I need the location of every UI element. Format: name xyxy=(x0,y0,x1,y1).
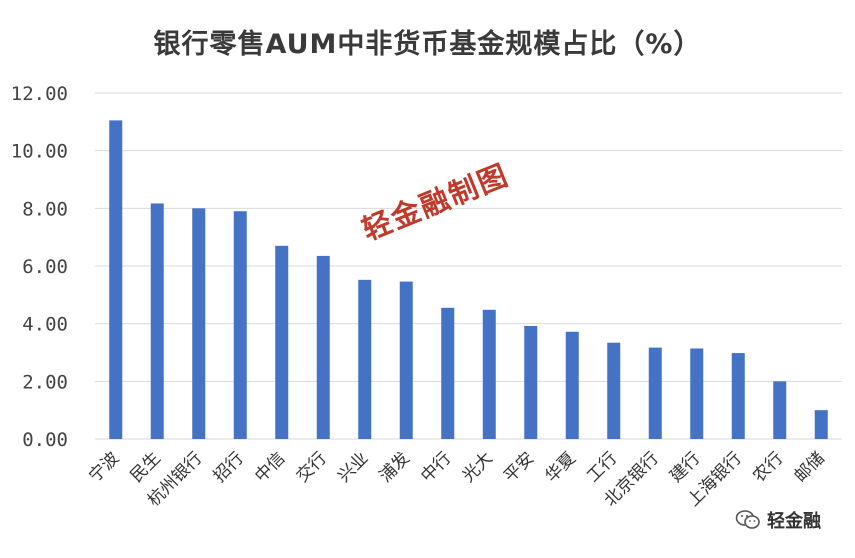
x-tick-label: 浦发 xyxy=(376,448,414,486)
x-tick-label: 宁波 xyxy=(85,448,123,486)
bar xyxy=(482,309,496,439)
grid-lines xyxy=(95,92,842,440)
bar xyxy=(565,331,579,439)
x-tick-label: 农行 xyxy=(749,448,787,486)
y-tick-label: 0.00 xyxy=(22,429,68,451)
x-tick-label: 光大 xyxy=(459,448,497,486)
bar xyxy=(399,281,413,439)
bar xyxy=(648,347,662,439)
bar xyxy=(524,325,538,439)
x-tick-label: 兴业 xyxy=(334,448,372,486)
bar xyxy=(109,120,123,440)
bar xyxy=(316,255,330,439)
bar xyxy=(690,348,704,439)
bars xyxy=(109,120,828,440)
x-tick-label: 中信 xyxy=(251,448,289,486)
bar xyxy=(275,245,289,439)
bar xyxy=(358,279,372,439)
x-tick-label: 华夏 xyxy=(542,448,580,486)
y-axis: 0.00 2.00 4.00 6.00 8.00 10.00 12.00 xyxy=(11,83,68,451)
chart-title: 银行零售AUM中非货币基金规模占比（%） xyxy=(153,29,702,60)
x-tick-label: 邮储 xyxy=(791,448,829,486)
bar xyxy=(192,208,206,439)
bar xyxy=(814,410,828,439)
y-tick-label: 2.00 xyxy=(22,371,68,393)
bar xyxy=(150,203,164,439)
x-tick-label: 中行 xyxy=(417,448,455,486)
bar xyxy=(233,211,247,439)
y-tick-label: 4.00 xyxy=(22,314,68,336)
y-tick-label: 10.00 xyxy=(11,141,68,163)
bar xyxy=(731,353,745,439)
brand-logo: 轻金融 xyxy=(735,507,821,533)
y-tick-label: 12.00 xyxy=(11,83,68,105)
y-tick-label: 6.00 xyxy=(22,256,68,278)
y-tick-label: 8.00 xyxy=(22,198,68,220)
x-tick-label: 招行 xyxy=(210,448,248,486)
x-tick-label: 交行 xyxy=(293,448,331,486)
bar xyxy=(607,342,621,439)
x-tick-label: 平安 xyxy=(500,448,538,486)
brand-name: 轻金融 xyxy=(767,511,821,532)
bar xyxy=(441,307,455,439)
wechat-icon xyxy=(735,510,760,529)
bar xyxy=(773,381,787,439)
